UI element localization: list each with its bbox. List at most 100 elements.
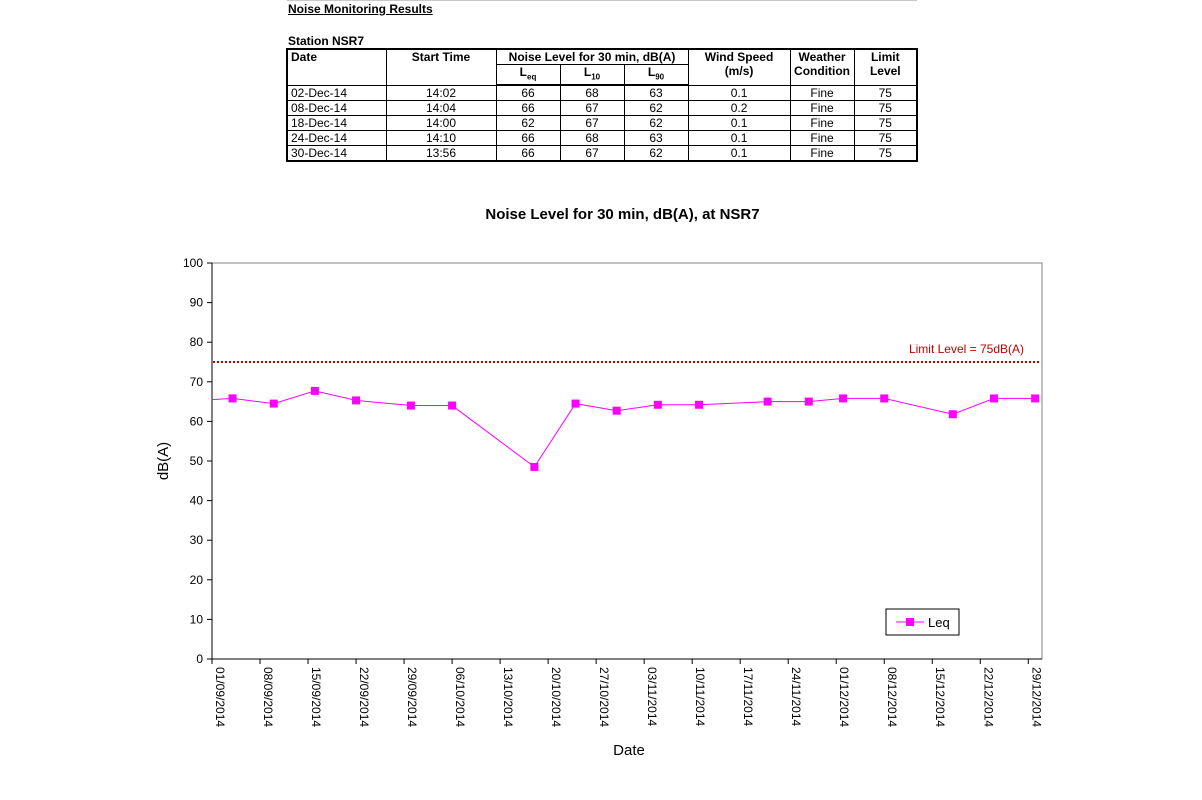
- data-point: [1031, 394, 1040, 403]
- cell-time: 14:10: [385, 130, 497, 147]
- cell-date: 18-Dec-14: [286, 115, 387, 132]
- cell-l90: 62: [623, 145, 689, 162]
- cell-weather: Fine: [789, 115, 855, 132]
- data-point: [653, 400, 662, 409]
- data-point: [530, 462, 539, 471]
- y-tick-label: 40: [190, 494, 204, 508]
- cell-time: 14:00: [385, 115, 497, 132]
- cell-l90: 63: [623, 84, 689, 102]
- cell-limit: 75: [853, 84, 918, 102]
- data-point: [948, 410, 957, 419]
- x-tick-label: 01/12/2014: [837, 667, 851, 727]
- header-leq: Leq: [495, 64, 561, 87]
- data-point: [839, 394, 848, 403]
- cell-leq: 66: [495, 84, 561, 102]
- data-point: [406, 401, 415, 410]
- y-axis-label: dB(A): [155, 442, 172, 480]
- header-weather: Weather Condition: [789, 48, 855, 86]
- data-point: [804, 397, 813, 406]
- x-tick-label: 29/12/2014: [1029, 667, 1043, 727]
- x-tick-label: 01/09/2014: [213, 667, 227, 727]
- y-tick-label: 0: [196, 652, 203, 666]
- x-tick-label: 27/10/2014: [597, 667, 611, 727]
- data-point: [612, 406, 621, 415]
- cell-date: 08-Dec-14: [286, 100, 387, 117]
- series-group: [211, 386, 1040, 471]
- table-row: 24-Dec-14 14:10 66 68 63 0.1 Fine 75: [286, 130, 918, 147]
- cell-date: 30-Dec-14: [286, 145, 387, 162]
- x-tick-label: 06/10/2014: [453, 667, 467, 727]
- header-noise-level: Noise Level for 30 min, dB(A): [495, 48, 689, 65]
- x-tick-label: 29/09/2014: [405, 667, 419, 727]
- cell-limit: 75: [853, 145, 918, 162]
- top-rule: [287, 0, 917, 1]
- cell-wind: 0.1: [687, 130, 791, 147]
- y-tick-label: 50: [190, 454, 204, 468]
- cell-l90: 62: [623, 115, 689, 132]
- x-tick-label: 22/12/2014: [981, 667, 995, 727]
- cell-weather: Fine: [789, 130, 855, 147]
- data-point: [448, 401, 457, 410]
- table-row: 30-Dec-14 13:56 66 67 62 0.1 Fine 75: [286, 145, 918, 162]
- x-tick-label: 17/11/2014: [741, 667, 755, 726]
- y-tick-label: 90: [190, 296, 204, 310]
- data-point: [880, 394, 889, 403]
- x-tick-label: 08/09/2014: [261, 667, 275, 727]
- y-tick-label: 20: [190, 573, 204, 587]
- y-tick-label: 60: [190, 414, 204, 428]
- header-limit-level: Limit Level: [853, 48, 918, 86]
- legend: Leq: [885, 608, 960, 636]
- results-table-body: 02-Dec-14 14:02 66 68 63 0.1 Fine 75 08-Dec-14 14…: [286, 84, 918, 162]
- y-ticks: 0 10 20 30 40 50 60 70 80 90 100: [183, 256, 212, 666]
- table-row: 02-Dec-14 14:02 66 68 63 0.1 Fine 75: [286, 84, 918, 102]
- series-line: [211, 390, 1036, 468]
- cell-l90: 63: [623, 130, 689, 147]
- x-tick-label: 15/12/2014: [933, 667, 947, 727]
- cell-date: 02-Dec-14: [286, 84, 387, 102]
- y-tick-label: 70: [190, 375, 204, 389]
- table-row: 18-Dec-14 14:00 62 67 62 0.1 Fine 75: [286, 115, 918, 132]
- x-tick-label: 08/12/2014: [885, 667, 899, 727]
- x-tick-label: 03/11/2014: [645, 667, 659, 726]
- x-tick-label: 22/09/2014: [357, 667, 371, 727]
- page-heading: Noise Monitoring Results: [288, 2, 433, 16]
- data-point: [352, 396, 361, 405]
- data-point: [695, 400, 704, 409]
- cell-limit: 75: [853, 130, 918, 147]
- header-start-time: Start Time: [385, 48, 497, 86]
- cell-weather: Fine: [789, 145, 855, 162]
- header-date: Date: [286, 48, 387, 86]
- legend-label: Leq: [928, 615, 950, 630]
- header-l10: L10: [559, 64, 625, 87]
- x-tick-label: 10/11/2014: [693, 667, 707, 726]
- station-label: Station NSR7: [288, 34, 365, 48]
- cell-date: 24-Dec-14: [286, 130, 387, 147]
- header-wind-speed: Wind Speed (m/s): [687, 48, 791, 86]
- limit-label: Limit Level = 75dB(A): [909, 342, 1024, 356]
- chart-title: Noise Level for 30 min, dB(A), at NSR7: [485, 206, 760, 223]
- limit-group: Limit Level = 75dB(A): [213, 342, 1041, 363]
- results-table: Date Start Time Noise Level for 30 min, …: [286, 48, 919, 163]
- x-tick-label: 24/11/2014: [789, 667, 803, 726]
- y-tick-label: 10: [190, 612, 204, 626]
- y-tick-label: 80: [190, 335, 204, 349]
- data-point: [228, 394, 237, 403]
- y-tick-label: 30: [190, 533, 204, 547]
- header-l90: L90: [623, 64, 689, 87]
- data-point: [571, 399, 580, 408]
- cell-wind: 0.1: [687, 145, 791, 162]
- legend-marker: [906, 618, 914, 626]
- data-point: [269, 399, 278, 408]
- x-axis-label: Date: [613, 742, 645, 759]
- cell-wind: 0.1: [687, 84, 791, 102]
- cell-weather: Fine: [789, 100, 855, 117]
- data-point: [310, 386, 319, 395]
- cell-time: 13:56: [385, 145, 497, 162]
- data-point: [763, 397, 772, 406]
- data-point: [989, 394, 998, 403]
- x-tick-label: 20/10/2014: [549, 667, 563, 727]
- plot-area: [211, 262, 1043, 660]
- y-tick-label: 100: [183, 256, 203, 270]
- x-ticks: 01/09/2014 08/09/2014 15/09/2014 22/09/2014…: [211, 659, 1043, 727]
